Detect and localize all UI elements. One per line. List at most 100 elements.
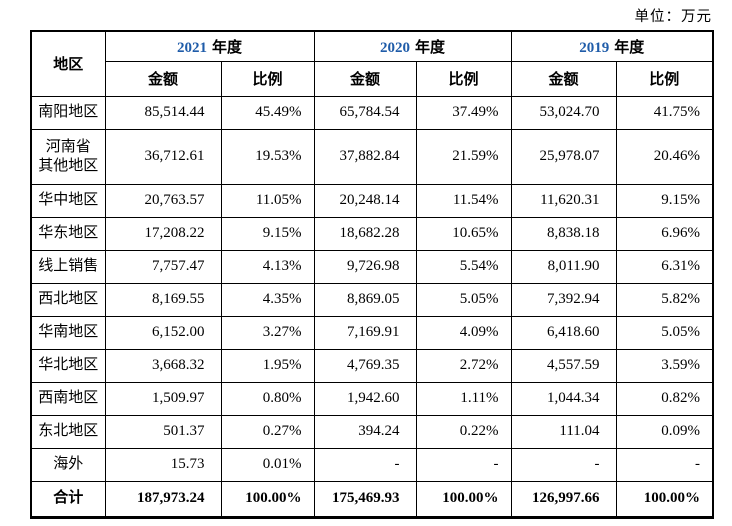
- ratio-cell: 0.82%: [615, 381, 714, 416]
- ratio-cell: 21.59%: [415, 128, 512, 185]
- year-number: 2019: [579, 39, 610, 56]
- region-cell: 南阳地区: [30, 95, 106, 130]
- ratio-cell: 6.31%: [615, 249, 714, 284]
- total-row: 合计 187,973.24 100.00% 175,469.93 100.00%…: [30, 480, 714, 518]
- ratio-cell: 37.49%: [415, 95, 512, 130]
- amount-column-header: 金额: [104, 60, 222, 97]
- ratio-cell: 100.00%: [615, 480, 714, 518]
- amount-column-header: 金额: [313, 60, 417, 97]
- region-cell: 河南省 其他地区: [30, 128, 106, 185]
- ratio-column-header: 比例: [220, 60, 315, 97]
- amount-cell: -: [510, 447, 617, 482]
- amount-cell: 111.04: [510, 414, 617, 449]
- total-label-cell: 合计: [30, 480, 106, 518]
- table-row: 华北地区 3,668.32 1.95% 4,769.35 2.72% 4,557…: [30, 348, 714, 383]
- table-row: 东北地区 501.37 0.27% 394.24 0.22% 111.04 0.…: [30, 414, 714, 449]
- year-header-row: 地区 2021 年度 2020 年度 2019 年度: [30, 30, 714, 97]
- table-row: 河南省 其他地区 36,712.61 19.53% 37,882.84 21.5…: [30, 128, 714, 185]
- region-cell: 西北地区: [30, 282, 106, 317]
- amount-cell: 25,978.07: [510, 128, 617, 185]
- region-cell: 华中地区: [30, 183, 106, 218]
- ratio-cell: 0.09%: [615, 414, 714, 449]
- ratio-cell: 20.46%: [615, 128, 714, 185]
- table-body: 南阳地区 85,514.44 45.49% 65,784.54 37.49% 5…: [30, 95, 714, 518]
- ratio-cell: 1.95%: [220, 348, 315, 383]
- amount-cell: 501.37: [104, 414, 222, 449]
- ratio-cell: 10.65%: [415, 216, 512, 251]
- ratio-cell: 0.22%: [415, 414, 512, 449]
- table-row: 华东地区 17,208.22 9.15% 18,682.28 10.65% 8,…: [30, 216, 714, 251]
- regional-sales-table: 地区 2021 年度 2020 年度 2019 年度 金额 比例 金额 比例 金额 比…: [30, 30, 715, 519]
- region-cell: 线上销售: [30, 249, 106, 284]
- amount-column-header: 金额: [510, 60, 617, 97]
- region-cell: 华北地区: [30, 348, 106, 383]
- ratio-cell: -: [415, 447, 512, 482]
- ratio-cell: 4.35%: [220, 282, 315, 317]
- table-header: 地区 2021 年度 2020 年度 2019 年度 金额 比例 金额 比例 金额 比…: [30, 30, 714, 97]
- amount-cell: 1,044.34: [510, 381, 617, 416]
- amount-cell: 9,726.98: [313, 249, 417, 284]
- ratio-cell: 6.96%: [615, 216, 714, 251]
- amount-cell: 17,208.22: [104, 216, 222, 251]
- amount-cell: 37,882.84: [313, 128, 417, 185]
- amount-cell: 65,784.54: [313, 95, 417, 130]
- amount-cell: 85,514.44: [104, 95, 222, 130]
- ratio-column-header: 比例: [415, 60, 512, 97]
- amount-cell: 175,469.93: [313, 480, 417, 518]
- region-column-header: 地区: [30, 30, 106, 97]
- ratio-column-header: 比例: [615, 60, 714, 97]
- ratio-cell: 0.27%: [220, 414, 315, 449]
- amount-cell: 187,973.24: [104, 480, 222, 518]
- region-cell: 华东地区: [30, 216, 106, 251]
- amount-cell: 6,418.60: [510, 315, 617, 350]
- year-number: 2021: [177, 39, 207, 56]
- amount-cell: 20,248.14: [313, 183, 417, 218]
- amount-cell: 3,668.32: [104, 348, 222, 383]
- amount-cell: 7,392.94: [510, 282, 617, 317]
- region-cell: 华南地区: [30, 315, 106, 350]
- amount-cell: 1,509.97: [104, 381, 222, 416]
- amount-cell: -: [313, 447, 417, 482]
- unit-label: 单位：万元: [634, 9, 712, 25]
- amount-cell: 20,763.57: [104, 183, 222, 218]
- year-number: 2020: [380, 39, 411, 56]
- ratio-cell: 11.05%: [220, 183, 315, 218]
- ratio-cell: 5.82%: [615, 282, 714, 317]
- amount-cell: 7,757.47: [104, 249, 222, 284]
- year-group-2019: 2019 年度: [510, 30, 714, 62]
- ratio-cell: 1.11%: [415, 381, 512, 416]
- amount-cell: 6,152.00: [104, 315, 222, 350]
- amount-cell: 15.73: [104, 447, 222, 482]
- amount-cell: 36,712.61: [104, 128, 222, 185]
- amount-cell: 53,024.70: [510, 95, 617, 130]
- ratio-cell: 45.49%: [220, 95, 315, 130]
- amount-cell: 8,869.05: [313, 282, 417, 317]
- region-cell: 海外: [30, 447, 106, 482]
- year-group-2021: 2021 年度: [104, 30, 315, 62]
- ratio-cell: 5.05%: [415, 282, 512, 317]
- ratio-cell: 0.01%: [220, 447, 315, 482]
- ratio-cell: 3.27%: [220, 315, 315, 350]
- year-suffix-label: 年度: [614, 39, 645, 56]
- ratio-cell: 5.54%: [415, 249, 512, 284]
- ratio-cell: 2.72%: [415, 348, 512, 383]
- table-row: 南阳地区 85,514.44 45.49% 65,784.54 37.49% 5…: [30, 95, 714, 130]
- ratio-cell: 0.80%: [220, 381, 315, 416]
- table-row: 线上销售 7,757.47 4.13% 9,726.98 5.54% 8,011…: [30, 249, 714, 284]
- amount-cell: 4,769.35: [313, 348, 417, 383]
- ratio-cell: 4.09%: [415, 315, 512, 350]
- amount-cell: 1,942.60: [313, 381, 417, 416]
- ratio-cell: 9.15%: [615, 183, 714, 218]
- region-cell: 西南地区: [30, 381, 106, 416]
- amount-cell: 8,838.18: [510, 216, 617, 251]
- amount-cell: 4,557.59: [510, 348, 617, 383]
- ratio-cell: 9.15%: [220, 216, 315, 251]
- amount-cell: 126,997.66: [510, 480, 617, 518]
- ratio-cell: -: [615, 447, 714, 482]
- table-row: 华南地区 6,152.00 3.27% 7,169.91 4.09% 6,418…: [30, 315, 714, 350]
- ratio-cell: 41.75%: [615, 95, 714, 130]
- amount-cell: 11,620.31: [510, 183, 617, 218]
- year-suffix-label: 年度: [212, 39, 243, 56]
- ratio-cell: 3.59%: [615, 348, 714, 383]
- amount-cell: 18,682.28: [313, 216, 417, 251]
